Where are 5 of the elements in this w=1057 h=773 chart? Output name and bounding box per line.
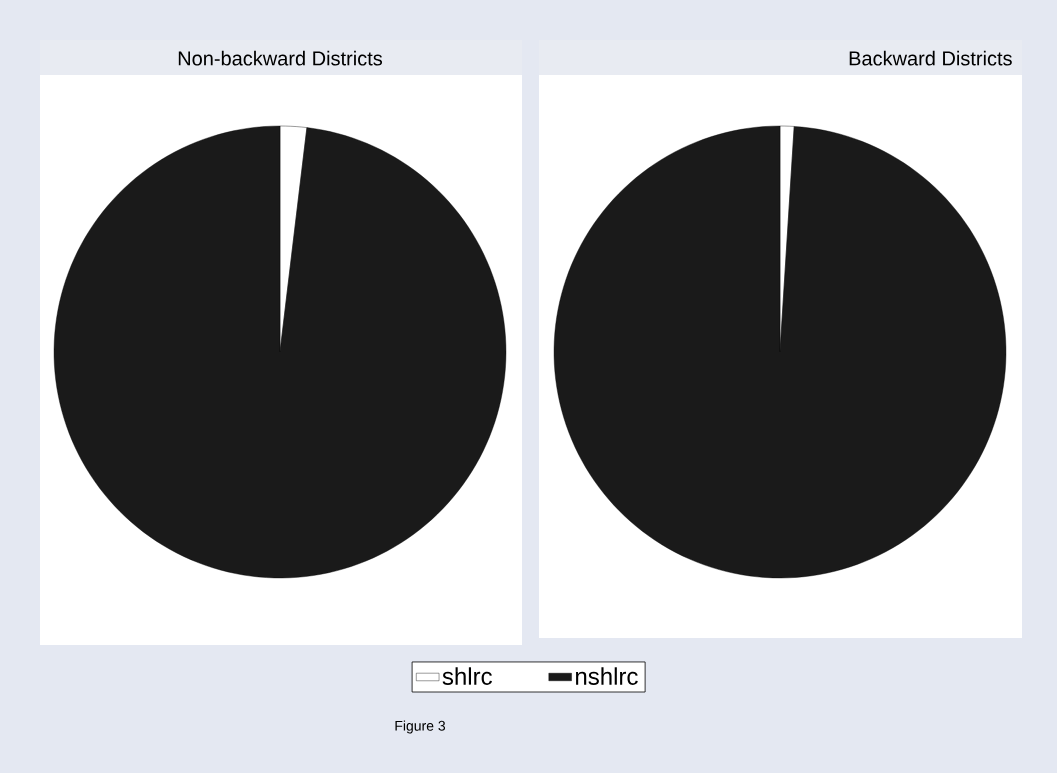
chart-title: Non-backward Districts <box>178 50 383 66</box>
legend-label: nshlrc <box>576 667 638 685</box>
legend-label: shlrc <box>442 667 492 685</box>
caption: Figure 3 <box>395 720 446 734</box>
chart-title: Backward Districts <box>849 50 1012 66</box>
